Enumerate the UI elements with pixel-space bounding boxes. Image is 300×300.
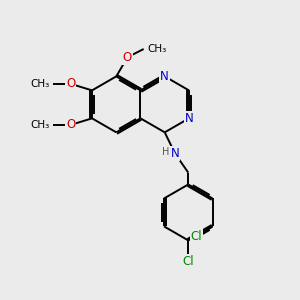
Text: H: H — [162, 147, 169, 158]
Text: O: O — [123, 51, 132, 64]
Text: CH₃: CH₃ — [30, 79, 50, 89]
Text: N: N — [184, 112, 193, 125]
Text: N: N — [171, 147, 179, 160]
Text: N: N — [160, 70, 169, 83]
Text: Cl: Cl — [182, 255, 194, 268]
Text: CH₃: CH₃ — [147, 44, 167, 54]
Text: CH₃: CH₃ — [30, 120, 50, 130]
Text: O: O — [66, 77, 76, 90]
Text: Cl: Cl — [190, 230, 202, 243]
Text: O: O — [66, 118, 76, 131]
